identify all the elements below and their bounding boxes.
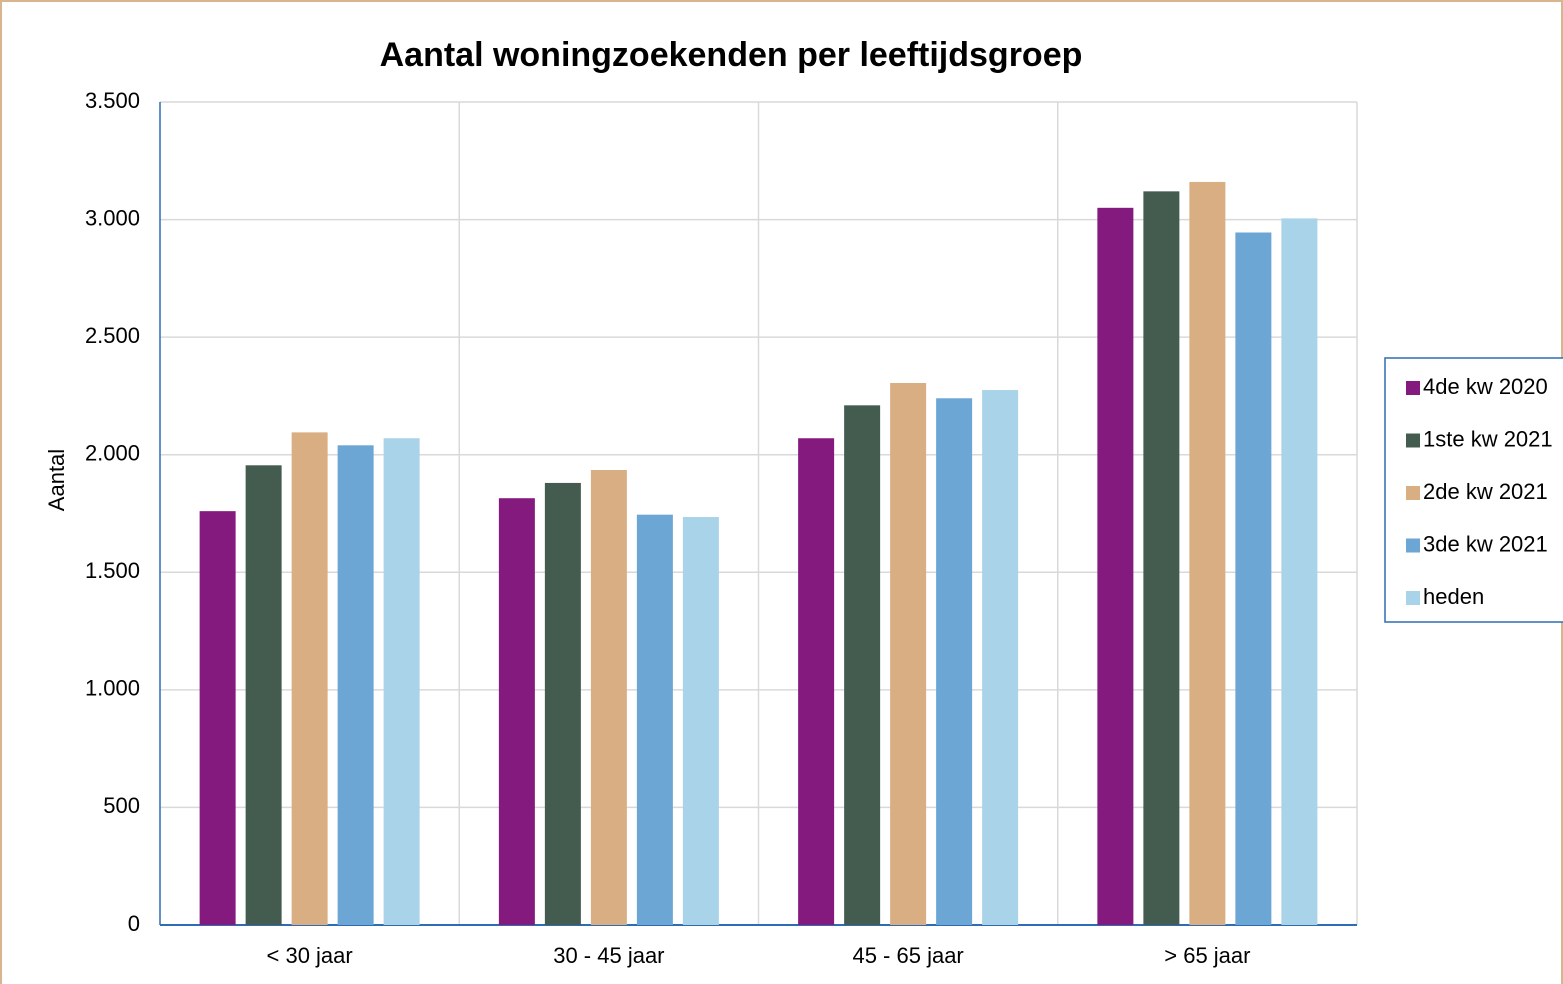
bar bbox=[1281, 218, 1318, 925]
bar bbox=[498, 498, 535, 925]
y-tick-label: 3.500 bbox=[85, 88, 140, 113]
y-tick-label: 500 bbox=[103, 793, 140, 818]
bar bbox=[1143, 191, 1180, 926]
bar bbox=[890, 382, 927, 925]
legend-swatch bbox=[1406, 538, 1420, 553]
y-tick-label: 2.500 bbox=[85, 323, 140, 348]
bar bbox=[1097, 207, 1134, 926]
legend-label: 4de kw 2020 bbox=[1423, 374, 1548, 399]
bar bbox=[245, 465, 282, 925]
bar bbox=[337, 445, 374, 925]
legend-label: 3de kw 2021 bbox=[1423, 531, 1548, 556]
x-tick-label: 30 - 45 jaar bbox=[553, 943, 664, 968]
legend-label: 1ste kw 2021 bbox=[1423, 426, 1553, 451]
bar bbox=[682, 517, 719, 925]
bar bbox=[1235, 232, 1272, 926]
bar bbox=[936, 398, 973, 925]
legend-label: 2de kw 2021 bbox=[1423, 479, 1548, 504]
bar bbox=[636, 514, 673, 925]
bar bbox=[982, 390, 1019, 925]
bar bbox=[199, 511, 236, 925]
bar bbox=[844, 405, 881, 925]
y-tick-label: 1.500 bbox=[85, 558, 140, 583]
x-tick-label: < 30 jaar bbox=[267, 943, 353, 968]
x-tick-label: 45 - 65 jaar bbox=[852, 943, 963, 968]
bar bbox=[798, 438, 835, 925]
bar bbox=[590, 469, 627, 925]
y-axis-label: Aantal bbox=[44, 449, 69, 511]
y-tick-label: 3.000 bbox=[85, 205, 140, 230]
legend-swatch bbox=[1406, 433, 1420, 448]
y-tick-label: 2.000 bbox=[85, 441, 140, 466]
bar bbox=[383, 438, 420, 925]
bar bbox=[544, 482, 581, 925]
legend-swatch bbox=[1406, 591, 1420, 605]
legend-swatch bbox=[1406, 486, 1420, 500]
bar bbox=[291, 432, 328, 925]
legend-label: heden bbox=[1423, 584, 1484, 609]
chart-title: Aantal woningzoekenden per leeftijdsgroe… bbox=[380, 36, 1083, 74]
x-tick-label: > 65 jaar bbox=[1164, 943, 1250, 968]
bar bbox=[1189, 181, 1226, 925]
legend-swatch bbox=[1406, 381, 1420, 395]
y-tick-label: 1.000 bbox=[85, 676, 140, 701]
y-tick-label: 0 bbox=[128, 911, 140, 936]
